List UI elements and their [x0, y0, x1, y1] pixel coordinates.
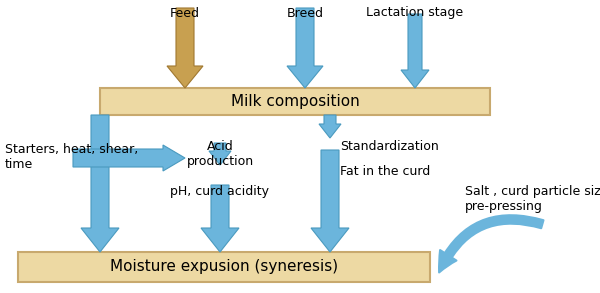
Text: Lactation stage: Lactation stage [367, 6, 464, 19]
Polygon shape [319, 115, 341, 138]
Text: Fat in the curd: Fat in the curd [340, 165, 430, 178]
Text: Acid
production: Acid production [187, 140, 254, 168]
Text: Feed: Feed [170, 7, 200, 20]
Text: Moisture expusion (syneresis): Moisture expusion (syneresis) [110, 260, 338, 275]
Polygon shape [167, 8, 203, 88]
Polygon shape [73, 145, 185, 171]
Text: Starters, heat, shear,
time: Starters, heat, shear, time [5, 143, 138, 171]
Polygon shape [81, 115, 119, 252]
Polygon shape [209, 143, 231, 165]
FancyArrowPatch shape [439, 215, 544, 272]
Text: Salt , curd particle size,
pre-pressing: Salt , curd particle size, pre-pressing [465, 185, 600, 213]
FancyBboxPatch shape [18, 252, 430, 282]
Text: Standardization: Standardization [340, 140, 439, 153]
Polygon shape [401, 14, 429, 88]
Polygon shape [311, 150, 349, 252]
FancyBboxPatch shape [100, 88, 490, 115]
Text: pH, curd acidity: pH, curd acidity [170, 185, 269, 198]
Polygon shape [201, 185, 239, 252]
Polygon shape [287, 8, 323, 88]
Text: Milk composition: Milk composition [230, 94, 359, 109]
Text: Breed: Breed [287, 7, 323, 20]
